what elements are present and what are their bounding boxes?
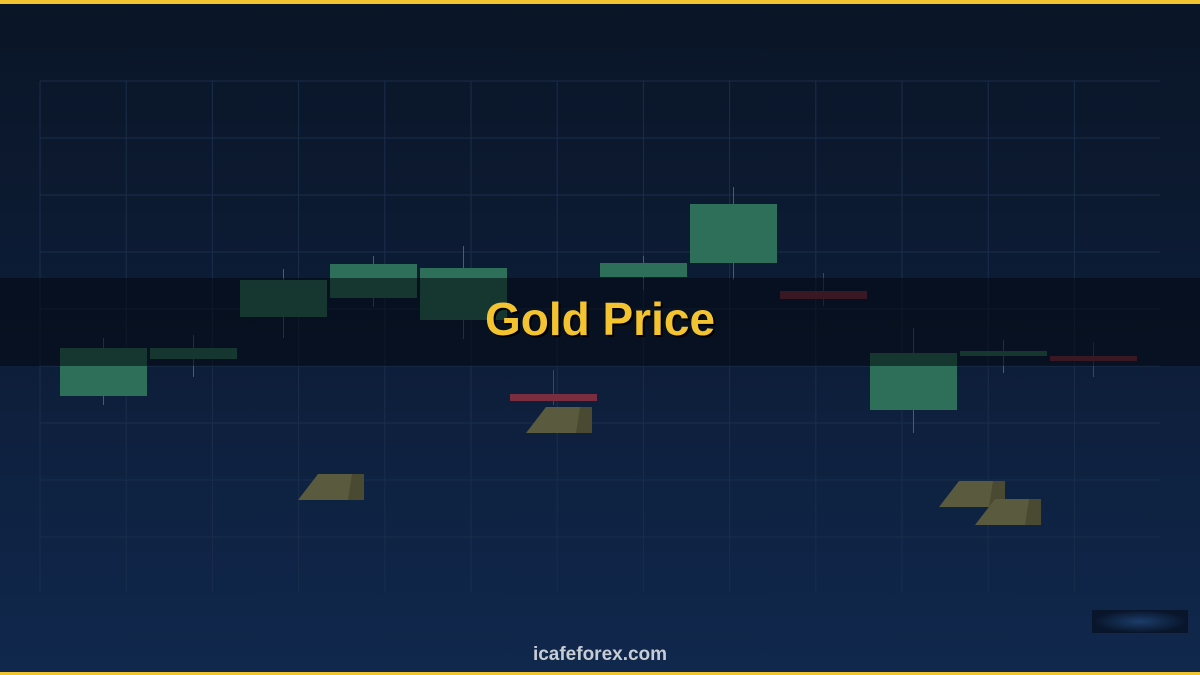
candle-body <box>600 263 687 277</box>
top-accent-bar <box>0 0 1200 4</box>
gold-bar-side <box>348 474 364 500</box>
gold-bar <box>298 474 364 500</box>
bottom-accent-bar <box>0 672 1200 675</box>
gold-bar-side <box>576 407 592 433</box>
title-band <box>0 278 1200 366</box>
banner-title: Gold Price <box>484 293 716 345</box>
gold-bar-side <box>1025 499 1041 525</box>
candle-body <box>690 204 777 263</box>
gold-bar <box>526 407 592 433</box>
city-thumbnail <box>1092 610 1188 633</box>
site-name: icafeforex.com <box>532 644 668 665</box>
candle-body <box>510 394 597 401</box>
gold-bar <box>975 499 1041 525</box>
gold-bar <box>939 481 1005 507</box>
